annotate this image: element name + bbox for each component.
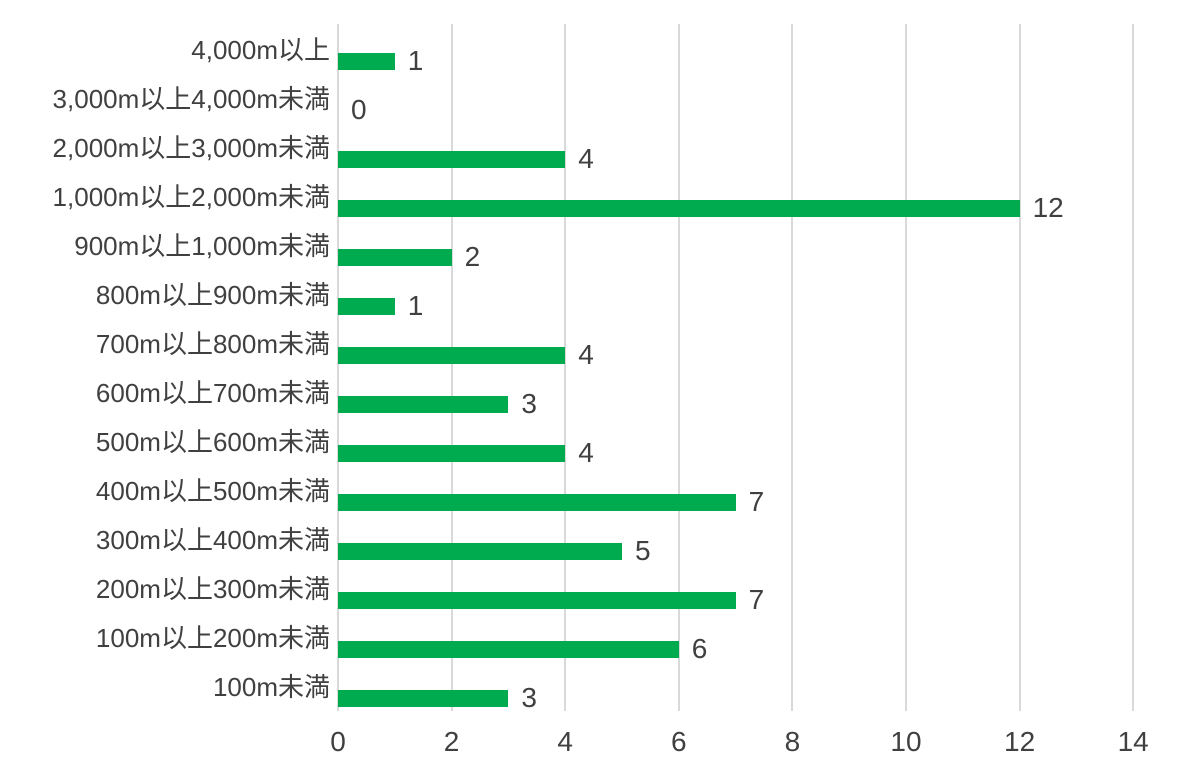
category-label: 700m以上800m未満 bbox=[95, 328, 330, 359]
bar bbox=[338, 445, 566, 462]
bar bbox=[338, 494, 736, 511]
value-label: 1 bbox=[407, 289, 424, 321]
bar bbox=[338, 592, 736, 609]
category-label: 1,000m以上2,000m未満 bbox=[52, 181, 330, 212]
x-tick-label: 8 bbox=[784, 726, 801, 757]
category-label: 400m以上500m未満 bbox=[95, 475, 330, 506]
category-label: 500m以上600m未満 bbox=[95, 426, 330, 457]
bar bbox=[338, 690, 509, 707]
category-label: 3,000m以上4,000m未満 bbox=[52, 83, 330, 114]
bar bbox=[338, 641, 679, 658]
gridline bbox=[1132, 24, 1135, 711]
gridline bbox=[677, 24, 680, 711]
value-label: 7 bbox=[748, 485, 765, 517]
bar bbox=[338, 347, 566, 364]
bar bbox=[338, 200, 1020, 217]
category-label: 600m以上700m未満 bbox=[95, 377, 330, 408]
gridline bbox=[905, 24, 907, 711]
value-label: 2 bbox=[464, 240, 481, 272]
x-tick-label: 0 bbox=[330, 726, 346, 757]
category-label: 4,000m以上 bbox=[191, 34, 330, 65]
value-label: 0 bbox=[351, 93, 367, 125]
bar bbox=[338, 396, 509, 413]
category-label: 100m以上200m未満 bbox=[95, 622, 330, 653]
value-label: 4 bbox=[578, 436, 594, 468]
x-tick-label: 2 bbox=[443, 726, 460, 757]
value-label: 4 bbox=[578, 142, 594, 174]
gridline bbox=[791, 24, 794, 711]
bar bbox=[338, 298, 395, 315]
category-label: 100m未満 bbox=[212, 671, 330, 702]
category-label: 2,000m以上3,000m未満 bbox=[52, 132, 330, 163]
value-label: 4 bbox=[578, 338, 594, 370]
category-label: 200m以上300m未満 bbox=[95, 573, 330, 604]
gridline bbox=[564, 24, 567, 711]
value-label: 1 bbox=[407, 44, 424, 76]
bar bbox=[338, 151, 566, 168]
category-label: 800m以上900m未満 bbox=[95, 279, 330, 310]
bar bbox=[338, 543, 622, 560]
bar bbox=[338, 53, 395, 70]
gridline bbox=[337, 24, 339, 711]
value-label: 6 bbox=[691, 632, 708, 664]
value-label: 7 bbox=[748, 583, 765, 615]
bar bbox=[338, 249, 452, 266]
category-label: 300m以上400m未満 bbox=[95, 524, 330, 555]
x-tick-label: 10 bbox=[890, 726, 922, 757]
x-tick-label: 14 bbox=[1117, 726, 1149, 757]
category-label: 900m以上1,000m未満 bbox=[74, 230, 330, 261]
gridline bbox=[1018, 24, 1021, 711]
x-tick-label: 12 bbox=[1004, 726, 1036, 757]
value-label: 3 bbox=[521, 387, 537, 419]
x-tick-label: 4 bbox=[557, 726, 573, 757]
value-label: 3 bbox=[521, 681, 537, 713]
value-label: 12 bbox=[1032, 191, 1064, 223]
value-label: 5 bbox=[635, 534, 651, 566]
x-tick-label: 6 bbox=[671, 726, 687, 757]
gridline bbox=[450, 24, 453, 711]
